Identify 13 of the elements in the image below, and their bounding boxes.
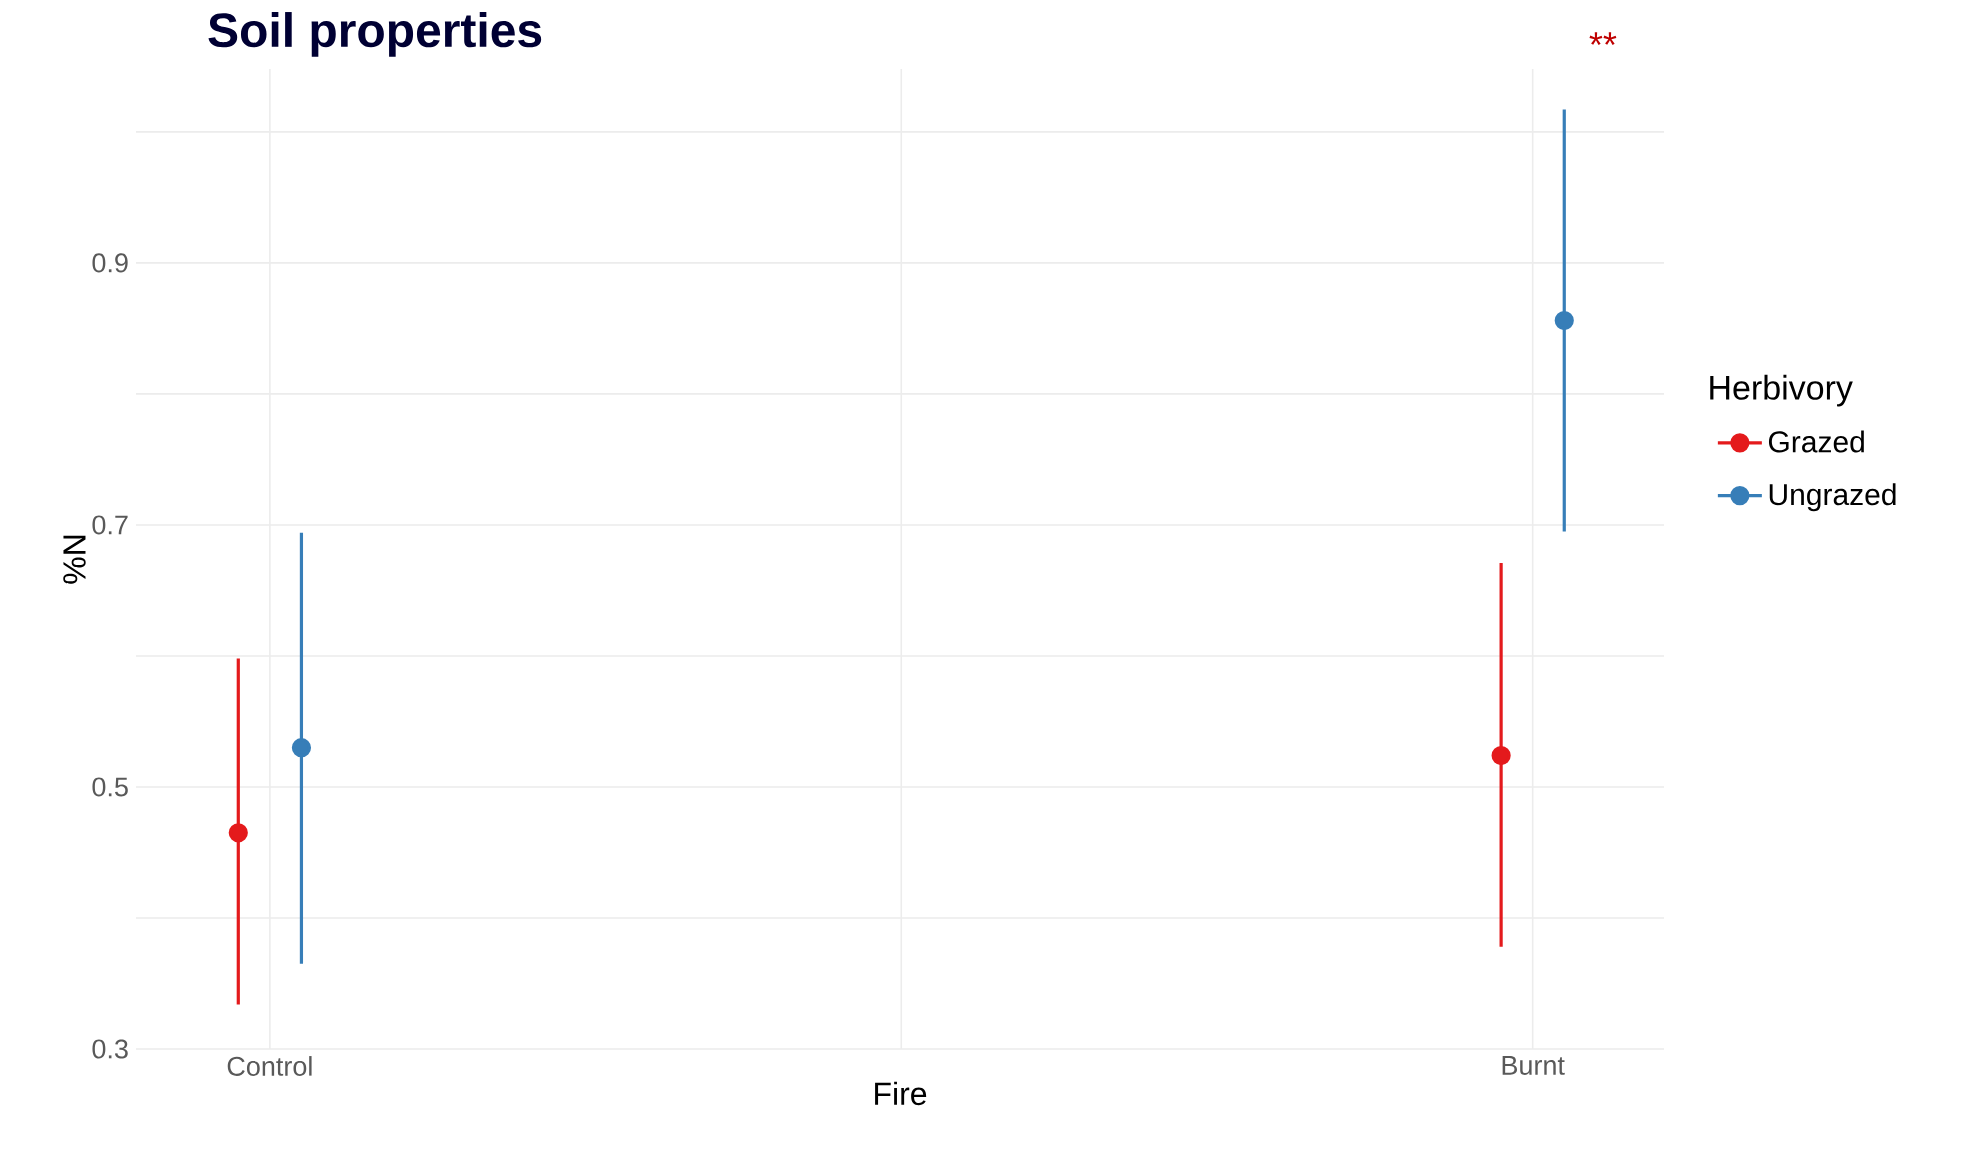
legend-label: Grazed [1768, 430, 1864, 453]
y-tick-label: 0.7 [92, 515, 128, 535]
y-tick-label: 0.9 [92, 253, 128, 273]
text: ** [1589, 32, 1617, 45]
x-axis-title: Fire [875, 1081, 927, 1106]
x-tick-label: Control [227, 1056, 312, 1076]
y-axis-title: %N [63, 535, 86, 584]
y-tick-label: 0.3 [92, 1039, 128, 1059]
y-tick-label: 0.5 [92, 777, 128, 797]
chart-title: Soil properties [208, 12, 542, 57]
x-tick-label: Burnt [1502, 1056, 1565, 1075]
legend-title: Herbivory [1710, 374, 1853, 407]
legend-label: Ungrazed [1769, 483, 1896, 512]
